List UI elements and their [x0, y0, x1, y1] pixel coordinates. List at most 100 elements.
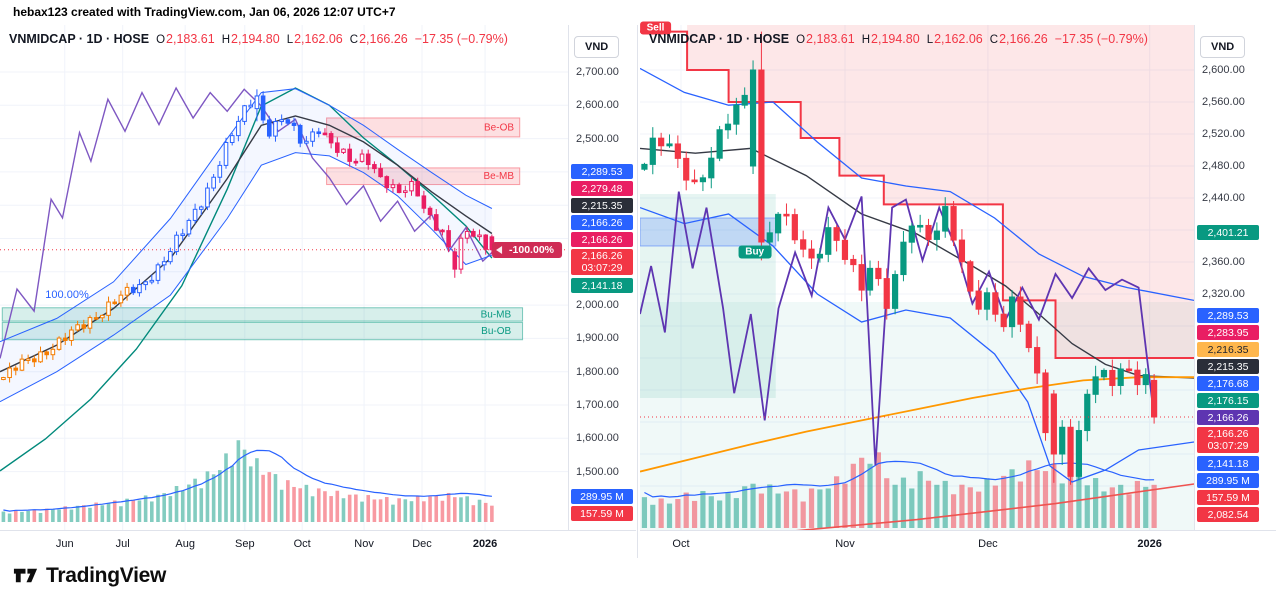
open-label: O: [796, 34, 806, 46]
time-axis-label: Dec: [978, 538, 998, 550]
low-value: 2,162.06: [294, 32, 343, 46]
price-label-badge: 2,279.48: [571, 181, 633, 196]
grid-layer: [640, 25, 1194, 530]
price-label-badge: 2,166.26 03:07:29: [1197, 427, 1259, 453]
zone-label: Be-MB: [483, 171, 514, 182]
change-value: −17.35 (−0.79%): [1054, 32, 1148, 46]
price-axis-left[interactable]: VND 2,700.00 2,600.00 2,500.00 2,000.00 1,90…: [568, 25, 636, 530]
symbol-title[interactable]: VNMIDCAP · 1D · HOSE: [649, 32, 790, 46]
price-label-badge: 2,215.35: [1197, 359, 1259, 374]
time-axis-label: Sep: [235, 538, 255, 550]
overlay-purple-line: [640, 191, 1155, 466]
price-tick-label: 2,560.00: [1202, 96, 1245, 108]
price-tick-label: 2,600.00: [576, 99, 619, 112]
open-value: 2,183.61: [166, 32, 215, 46]
time-axis-label: Jun: [55, 538, 74, 550]
high-field: H2,194.80: [222, 32, 280, 46]
band-lower-blue-line: [0, 152, 493, 403]
tradingview-logo-icon: [13, 568, 38, 583]
ma-bottom-red-line: [795, 483, 1194, 530]
symbol-title[interactable]: VNMIDCAP · 1D · HOSE: [9, 32, 150, 46]
price-tick-label: 1,600.00: [576, 432, 619, 445]
low-field: L2,162.06: [287, 32, 343, 46]
price-tick-label: 2,360.00: [1202, 256, 1245, 268]
time-axis-label: Oct: [672, 538, 690, 550]
open-field: O2,183.61: [156, 32, 215, 46]
price-tick-label: 2,500.00: [576, 132, 619, 145]
price-label-badge: 157.59 M: [1197, 490, 1259, 505]
symbol-legend-right[interactable]: VNMIDCAP · 1D · HOSE O2,183.61 H2,194.80…: [649, 32, 1148, 46]
price-tick-label: 2,480.00: [1202, 160, 1245, 172]
candlestick-chart-full-range[interactable]: Be-OB Be-MB Bu-MB Bu-OB: [0, 25, 568, 530]
time-axis-label: Aug: [175, 538, 195, 550]
price-tick-label: 2,520.00: [1202, 128, 1245, 140]
band-upper-blue-line: [0, 88, 493, 343]
volume-layer: [1, 440, 494, 522]
price-label-badge: 2,289.53: [571, 164, 633, 179]
price-tick-label: 2,600.00: [1202, 64, 1245, 76]
close-field: C2,166.26: [990, 32, 1048, 46]
band-fill: [0, 88, 492, 402]
change-value: −17.35 (−0.79%): [414, 32, 508, 46]
time-axis-label: Nov: [354, 538, 374, 550]
high-field: H2,194.80: [862, 32, 920, 46]
high-label: H: [861, 34, 871, 46]
price-label-badge: 2,166.26 03:07:29: [571, 249, 633, 275]
time-axis-label: Nov: [835, 538, 855, 550]
price-label-badge: 2,401.21: [1197, 225, 1259, 240]
ma-dark-line: [0, 115, 493, 373]
high-value: 2,194.80: [231, 32, 280, 46]
tradingview-branding: TradingView: [12, 562, 166, 589]
price-tick-label: 1,800.00: [576, 365, 619, 378]
close-value: 2,166.26: [359, 32, 408, 46]
charts-area: Be-OB Be-MB Bu-MB Bu-OB 100.00% -100.00% VNM…: [0, 21, 1276, 558]
price-tick-label: 2,440.00: [1202, 192, 1245, 204]
ma-orange-line: [640, 376, 1194, 473]
price-label-badge: 157.59 M: [571, 506, 633, 521]
price-label-badge: 2,215.35: [571, 198, 633, 213]
price-tick-label: 1,500.00: [576, 465, 619, 478]
currency-button-right[interactable]: VND: [1200, 36, 1246, 58]
price-axis-right[interactable]: VND 2,600.00 2,560.00 2,520.00 2,480.00 2,44…: [1194, 25, 1276, 530]
open-field: O2,183.61: [796, 32, 855, 46]
overlay-purple-line: [0, 86, 493, 359]
currency-button-left[interactable]: VND: [574, 36, 620, 58]
price-tick-label: 2,700.00: [576, 66, 619, 78]
high-value: 2,194.80: [871, 32, 920, 46]
time-axis-label: Oct: [293, 538, 311, 550]
open-label: O: [156, 34, 166, 46]
envelope-teal-line: [0, 87, 493, 472]
time-axis-left[interactable]: Jun Jul Aug Sep Oct Nov Dec 2026: [0, 530, 636, 558]
zone-label: Be-OB: [484, 122, 514, 133]
low-label: L: [926, 34, 934, 46]
creator-credit: hebax123 created with TradingView.com, J…: [13, 5, 396, 19]
price-tick-label: 2,000.00: [576, 299, 619, 312]
chart-panel-zoomed: Sell Buy VNMIDCAP · 1D · HOSE O2,183.61 H…: [639, 21, 1276, 558]
price-label-badge: 2,166.26: [571, 215, 633, 230]
price-label-badge: 2,166.26: [571, 232, 633, 247]
band-lower-blue-line: [640, 206, 1194, 483]
price-tick-label: 1,700.00: [576, 399, 619, 411]
time-axis-right[interactable]: Oct Nov Dec 2026: [640, 530, 1276, 558]
grid-layer: [0, 25, 568, 530]
price-label-badge: 2,283.95: [1197, 325, 1259, 340]
candles-layer: [641, 31, 1158, 485]
symbol-legend-left[interactable]: VNMIDCAP · 1D · HOSE O2,183.61 H2,194.80…: [9, 32, 508, 46]
price-label-badge: 2,289.53: [1197, 308, 1259, 323]
zone-label: Bu-MB: [481, 309, 512, 320]
close-label: C: [989, 34, 999, 46]
price-label-badge: 2,141.18: [1197, 456, 1259, 471]
close-label: C: [349, 34, 359, 46]
price-label-badge: 289.95 M: [1197, 473, 1259, 488]
candlestick-chart-zoomed[interactable]: [640, 25, 1194, 530]
zone-label: Bu-OB: [481, 326, 511, 337]
low-field: L2,162.06: [927, 32, 983, 46]
indicator-cloud: [687, 25, 1194, 358]
price-label-badge: 2,176.15: [1197, 393, 1259, 408]
time-axis-label: Jul: [115, 538, 130, 550]
tradingview-wordmark: TradingView: [46, 563, 167, 587]
indicator-lines-layer: [0, 86, 493, 472]
close-field: C2,166.26: [350, 32, 408, 46]
time-axis-label: Dec: [412, 538, 432, 550]
price-label-badge: 2,166.26: [1197, 410, 1259, 425]
